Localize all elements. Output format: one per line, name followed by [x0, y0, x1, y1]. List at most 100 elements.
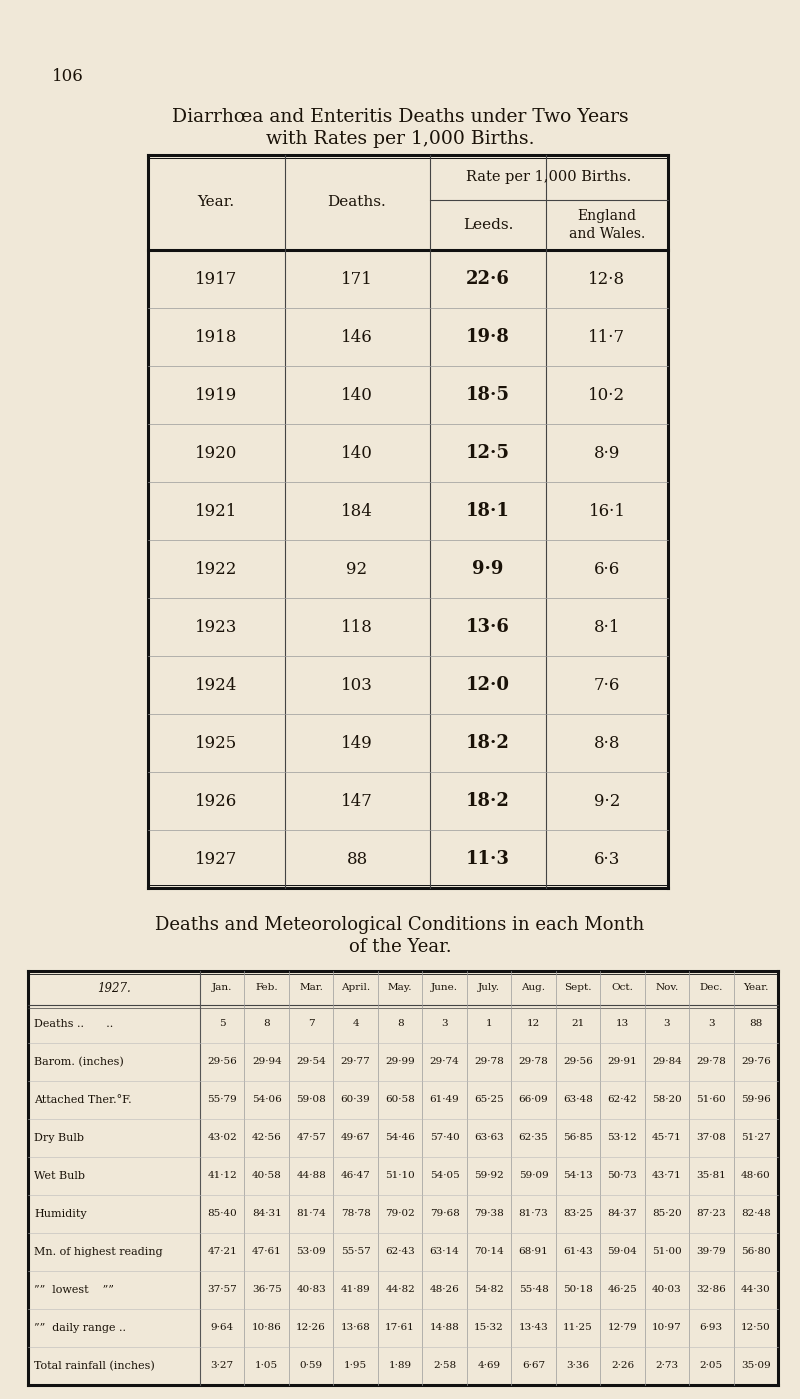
Text: 1922: 1922: [195, 561, 237, 578]
Text: 2·26: 2·26: [611, 1361, 634, 1371]
Text: 47·57: 47·57: [296, 1133, 326, 1143]
Text: 1·95: 1·95: [344, 1361, 367, 1371]
Text: 1·05: 1·05: [255, 1361, 278, 1371]
Text: Sept.: Sept.: [564, 983, 592, 992]
Text: 47·21: 47·21: [207, 1248, 237, 1256]
Text: 51·60: 51·60: [697, 1095, 726, 1104]
Text: 79·38: 79·38: [474, 1210, 504, 1219]
Text: 14·88: 14·88: [430, 1323, 459, 1332]
Text: 13·43: 13·43: [518, 1323, 548, 1332]
Text: 59·04: 59·04: [607, 1248, 638, 1256]
Text: 29·91: 29·91: [607, 1058, 638, 1066]
Text: 1917: 1917: [195, 270, 237, 288]
Text: 85·40: 85·40: [207, 1210, 237, 1219]
Text: 12·50: 12·50: [741, 1323, 770, 1332]
Text: England
and Wales.: England and Wales.: [569, 210, 645, 241]
Text: 37·57: 37·57: [207, 1286, 237, 1294]
Text: Oct.: Oct.: [611, 983, 634, 992]
Text: 43·71: 43·71: [652, 1171, 682, 1181]
Text: 82·48: 82·48: [741, 1210, 770, 1219]
Text: 44·30: 44·30: [741, 1286, 770, 1294]
Text: Total rainfall (inches): Total rainfall (inches): [34, 1361, 154, 1371]
Text: 140: 140: [341, 386, 373, 403]
Text: 29·56: 29·56: [207, 1058, 237, 1066]
Text: 63·48: 63·48: [563, 1095, 593, 1104]
Text: 46·47: 46·47: [341, 1171, 370, 1181]
Text: Deaths and Meteorological Conditions in each Month: Deaths and Meteorological Conditions in …: [155, 916, 645, 935]
Text: 106: 106: [52, 69, 84, 85]
Text: 3·36: 3·36: [566, 1361, 590, 1371]
Text: 8: 8: [263, 1020, 270, 1028]
Text: 85·20: 85·20: [652, 1210, 682, 1219]
Text: 1: 1: [486, 1020, 492, 1028]
Text: 63·63: 63·63: [474, 1133, 504, 1143]
Text: Barom. (inches): Barom. (inches): [34, 1056, 124, 1067]
Text: 184: 184: [341, 502, 373, 519]
Text: 7·6: 7·6: [594, 677, 620, 694]
Text: 1921: 1921: [195, 502, 237, 519]
Text: Jan.: Jan.: [212, 983, 233, 992]
Text: 2·05: 2·05: [700, 1361, 723, 1371]
Text: 18·5: 18·5: [466, 386, 510, 404]
Text: 1927: 1927: [195, 851, 237, 867]
Text: 54·13: 54·13: [563, 1171, 593, 1181]
Text: Rate per 1,000 Births.: Rate per 1,000 Births.: [466, 171, 632, 185]
Text: 18·2: 18·2: [466, 792, 510, 810]
Text: 83·25: 83·25: [563, 1210, 593, 1219]
Text: 32·86: 32·86: [697, 1286, 726, 1294]
Text: 54·46: 54·46: [386, 1133, 415, 1143]
Text: 50·73: 50·73: [607, 1171, 638, 1181]
Text: 84·37: 84·37: [607, 1210, 638, 1219]
Text: 2·73: 2·73: [655, 1361, 678, 1371]
Text: 7: 7: [308, 1020, 314, 1028]
Text: 1923: 1923: [195, 618, 237, 635]
Text: 88: 88: [749, 1020, 762, 1028]
Text: 45·71: 45·71: [652, 1133, 682, 1143]
Text: 60·39: 60·39: [341, 1095, 370, 1104]
Text: 1920: 1920: [195, 445, 237, 462]
Text: 12: 12: [527, 1020, 540, 1028]
Text: 51·10: 51·10: [386, 1171, 415, 1181]
Text: 35·81: 35·81: [697, 1171, 726, 1181]
Text: 40·03: 40·03: [652, 1286, 682, 1294]
Text: 61·43: 61·43: [563, 1248, 593, 1256]
Text: 17·61: 17·61: [386, 1323, 415, 1332]
Text: 9·9: 9·9: [472, 560, 504, 578]
Text: 79·02: 79·02: [386, 1210, 415, 1219]
Text: 10·2: 10·2: [589, 386, 626, 403]
Text: 10·97: 10·97: [652, 1323, 682, 1332]
Text: 0·59: 0·59: [299, 1361, 322, 1371]
Text: 8·9: 8·9: [594, 445, 620, 462]
Text: 39·79: 39·79: [697, 1248, 726, 1256]
Text: 10·86: 10·86: [252, 1323, 282, 1332]
Text: Deaths.: Deaths.: [328, 194, 386, 208]
Text: Attached Ther.°F.: Attached Ther.°F.: [34, 1095, 132, 1105]
Text: 92: 92: [346, 561, 367, 578]
Text: 3: 3: [442, 1020, 448, 1028]
Text: 62·42: 62·42: [607, 1095, 638, 1104]
Text: 36·75: 36·75: [252, 1286, 282, 1294]
Text: 6·3: 6·3: [594, 851, 620, 867]
Text: 1919: 1919: [195, 386, 237, 403]
Text: 12·79: 12·79: [607, 1323, 638, 1332]
Text: 11·3: 11·3: [466, 851, 510, 867]
Text: 140: 140: [341, 445, 373, 462]
Text: 58·20: 58·20: [652, 1095, 682, 1104]
Text: Deaths ..  ..: Deaths .. ..: [34, 1018, 114, 1030]
Text: 62·43: 62·43: [386, 1248, 415, 1256]
Text: 51·00: 51·00: [652, 1248, 682, 1256]
Text: Mar.: Mar.: [299, 983, 323, 992]
Text: June.: June.: [431, 983, 458, 992]
Text: 84·31: 84·31: [252, 1210, 282, 1219]
Text: 29·99: 29·99: [386, 1058, 415, 1066]
Text: 55·79: 55·79: [207, 1095, 237, 1104]
Text: 29·74: 29·74: [430, 1058, 459, 1066]
Text: 13·6: 13·6: [466, 618, 510, 637]
Text: 22·6: 22·6: [466, 270, 510, 288]
Text: Mn. of highest reading: Mn. of highest reading: [34, 1247, 162, 1256]
Text: 55·48: 55·48: [518, 1286, 548, 1294]
Text: 44·82: 44·82: [386, 1286, 415, 1294]
Text: 48·60: 48·60: [741, 1171, 770, 1181]
Text: 16·1: 16·1: [589, 502, 626, 519]
Text: 59·92: 59·92: [474, 1171, 504, 1181]
